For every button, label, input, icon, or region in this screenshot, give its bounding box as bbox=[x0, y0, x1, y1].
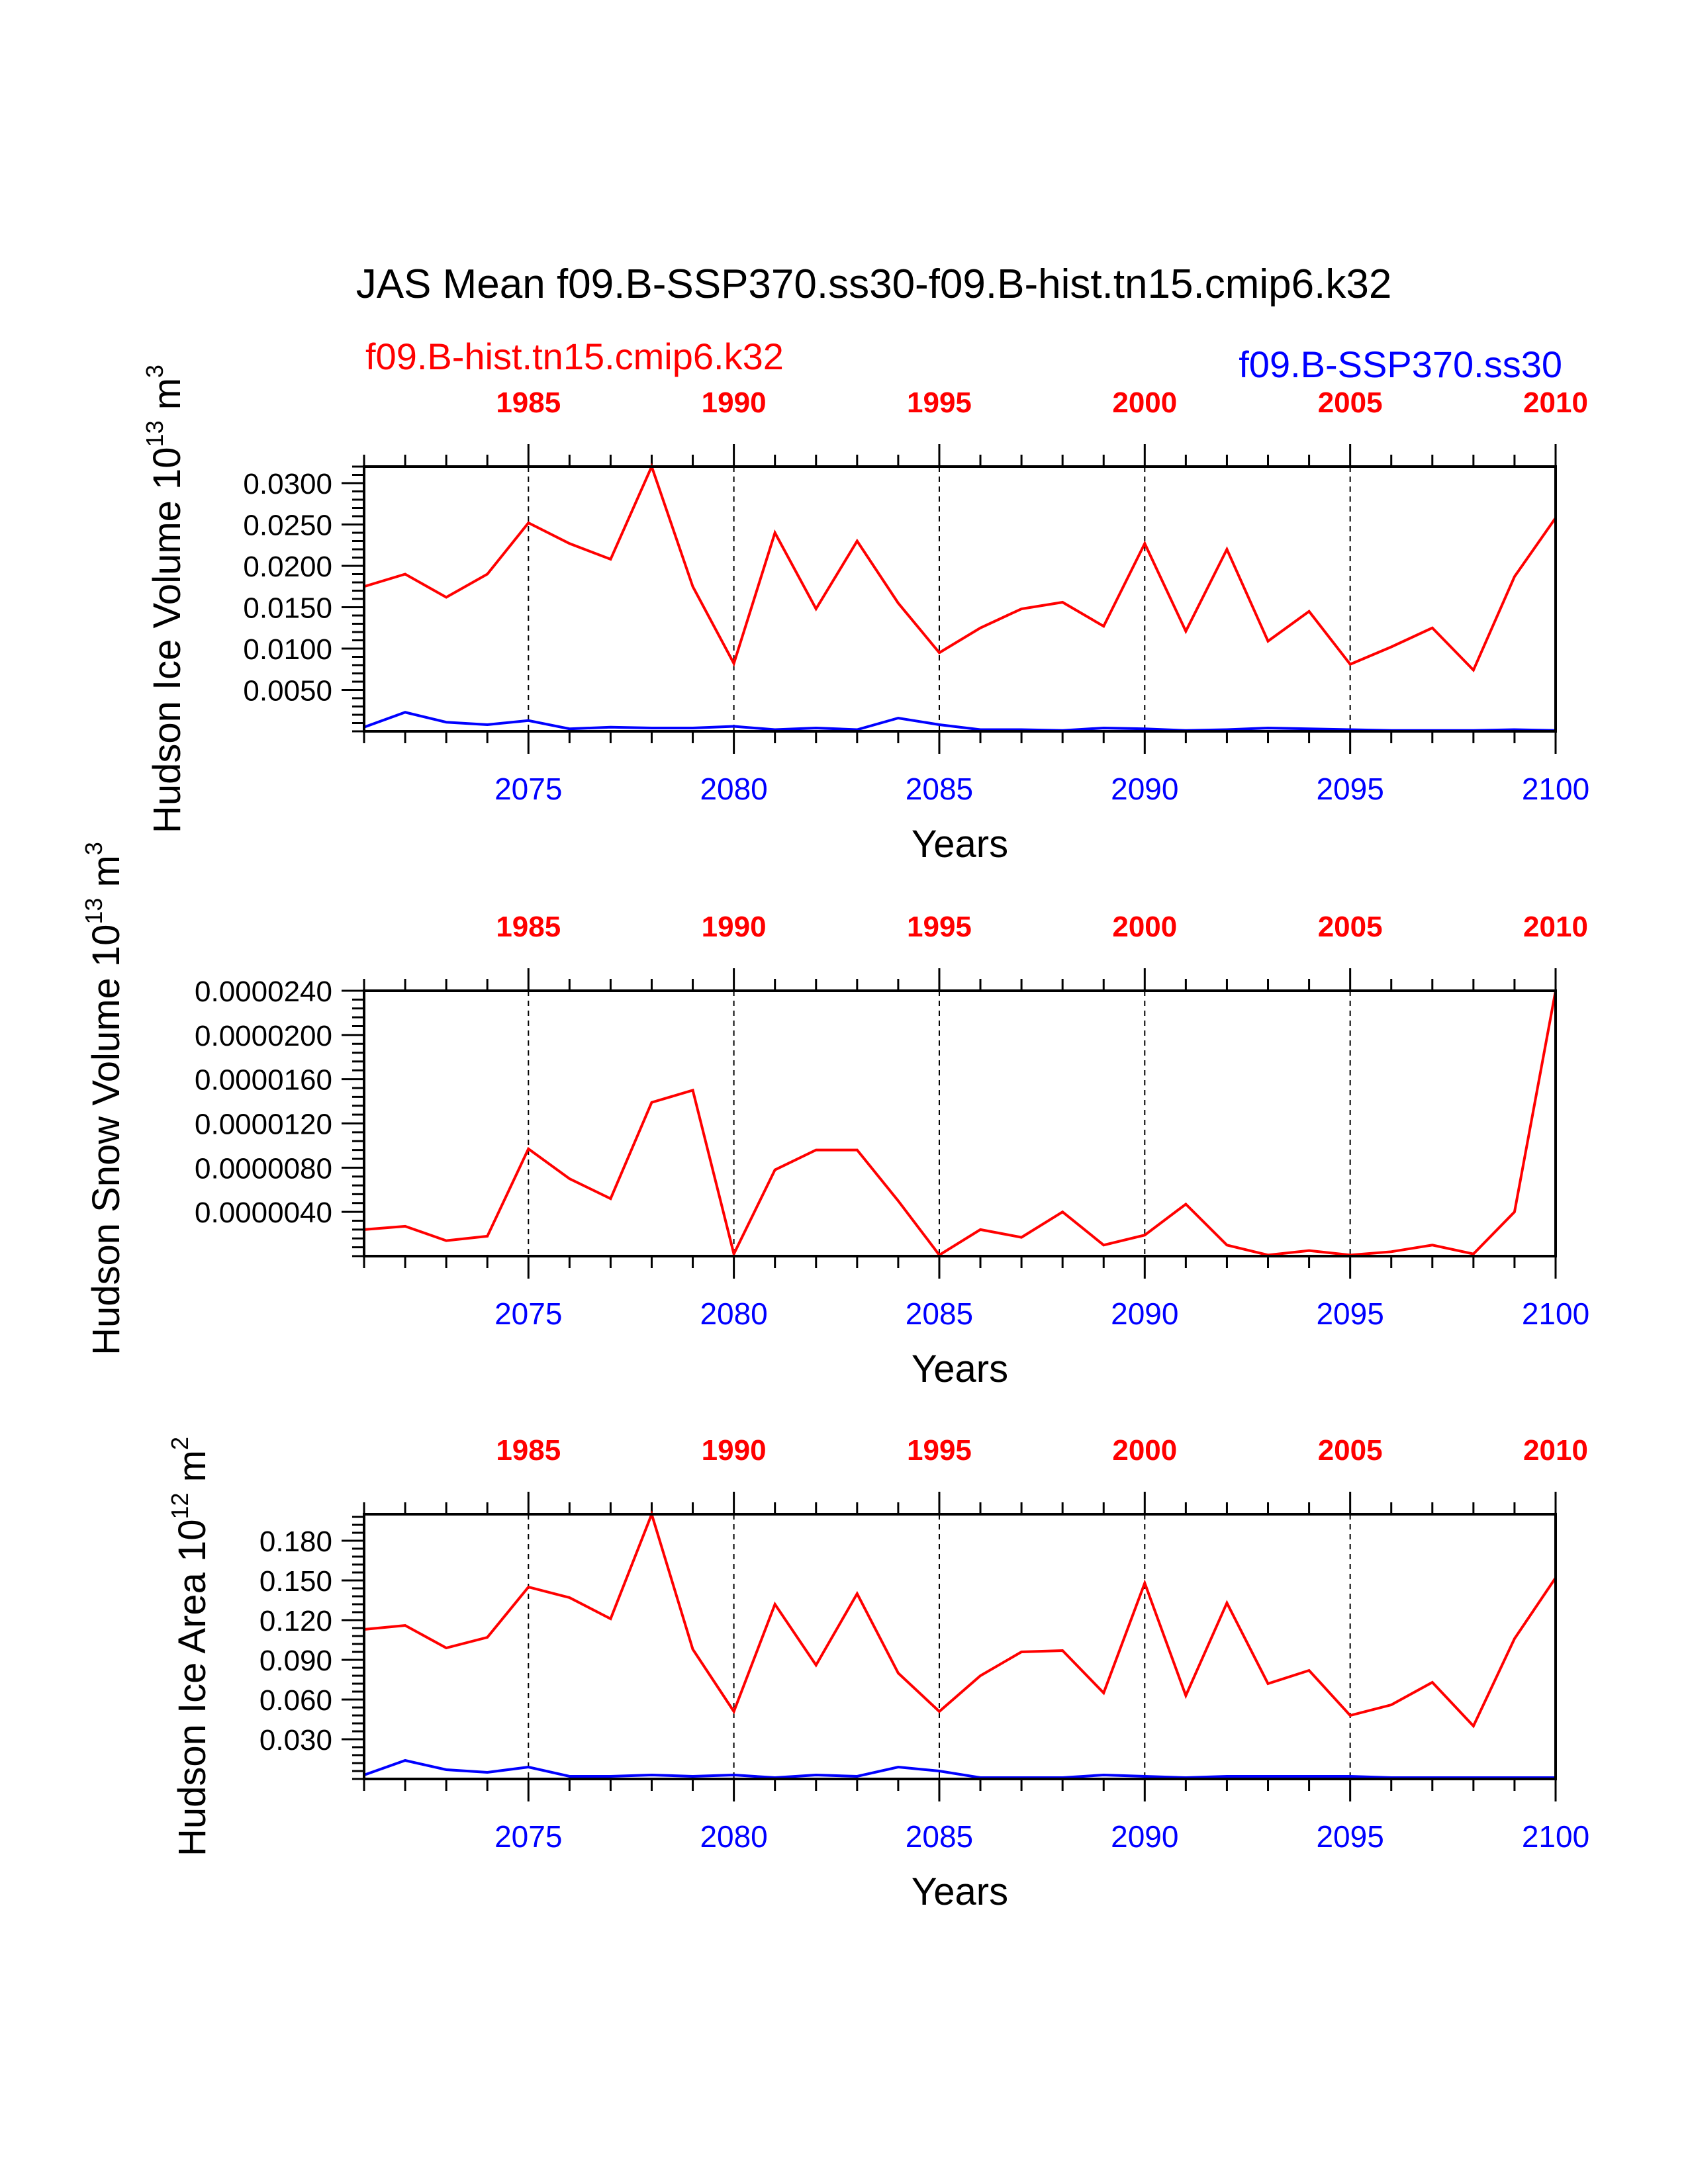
x-bottom-tick-label: 2080 bbox=[700, 1297, 767, 1331]
y-tick-label: 0.090 bbox=[259, 1645, 332, 1677]
x-axis-label: Years bbox=[912, 823, 1008, 866]
y-tick-label: 0.0300 bbox=[243, 468, 332, 500]
plot-frame bbox=[363, 1513, 1557, 1780]
x-top-tick-label: 1985 bbox=[496, 911, 561, 943]
y-axis-label: Hudson Ice Area 1012 m2 bbox=[166, 1437, 214, 1856]
x-bottom-tick-label: 2080 bbox=[700, 1819, 767, 1854]
y-axis-label: Hudson Ice Volume 1013 m3 bbox=[141, 365, 189, 833]
series-line-ssp bbox=[363, 711, 1556, 732]
x-top-tick-label: 1990 bbox=[702, 1434, 767, 1467]
y-tick-label: 0.180 bbox=[259, 1525, 332, 1558]
legend-ssp-label: f09.B-SSP370.ss30 bbox=[1239, 343, 1562, 385]
y-tick-label: 0.0000120 bbox=[195, 1109, 332, 1141]
panels-group: 2075 2080 2085 2090 2095 2100 1985 1990 1995 2000… bbox=[80, 365, 1589, 1913]
x-top-tick-label: 2000 bbox=[1112, 911, 1177, 943]
x-top-tick-label: 2010 bbox=[1523, 387, 1588, 419]
y-tick-label: 0.0050 bbox=[243, 675, 332, 707]
y-tick-label: 0.0200 bbox=[243, 551, 332, 583]
x-bottom-tick-label: 2100 bbox=[1522, 1297, 1589, 1331]
x-top-tick-label: 2010 bbox=[1523, 1434, 1588, 1467]
x-bottom-tick-label: 2090 bbox=[1111, 1297, 1178, 1331]
y-tick-label: 0.030 bbox=[259, 1724, 332, 1756]
y-tick-label: 0.0000040 bbox=[195, 1197, 332, 1229]
x-axis-label: Years bbox=[912, 1347, 1008, 1390]
x-top-tick-label: 2000 bbox=[1112, 387, 1177, 419]
x-bottom-tick-label: 2090 bbox=[1111, 772, 1178, 806]
x-bottom-tick-label: 2085 bbox=[906, 772, 973, 806]
x-top-tick-label: 1995 bbox=[907, 911, 972, 943]
x-bottom-tick-label: 2100 bbox=[1522, 772, 1589, 806]
plot-frame bbox=[363, 989, 1557, 1257]
series-line-hist bbox=[363, 1510, 1557, 1729]
x-top-tick-label: 2005 bbox=[1318, 1434, 1383, 1467]
series-line-hist bbox=[363, 463, 1557, 673]
y-tick-label: 0.0000200 bbox=[195, 1020, 332, 1052]
x-top-tick-label: 2005 bbox=[1318, 387, 1383, 419]
panel-1: 2075 2080 2085 2090 2095 2100 1985 1990 1995 2000… bbox=[141, 365, 1589, 866]
x-bottom-tick-label: 2090 bbox=[1111, 1819, 1178, 1854]
y-tick-label: 0.120 bbox=[259, 1605, 332, 1637]
x-top-tick-label: 1995 bbox=[907, 1434, 972, 1467]
x-top-tick-label: 2000 bbox=[1112, 1434, 1177, 1467]
y-tick-label: 0.0100 bbox=[243, 633, 332, 666]
x-bottom-tick-label: 2095 bbox=[1316, 1819, 1383, 1854]
x-bottom-tick-label: 2100 bbox=[1522, 1819, 1589, 1854]
y-tick-label: 0.0000080 bbox=[195, 1152, 332, 1185]
series-line-hist bbox=[363, 990, 1557, 1258]
x-top-tick-label: 1995 bbox=[907, 387, 972, 419]
x-bottom-tick-label: 2075 bbox=[494, 1819, 562, 1854]
y-tick-label: 0.0000160 bbox=[195, 1064, 332, 1097]
series-line-ssp bbox=[363, 1758, 1556, 1780]
y-tick-label: 0.150 bbox=[259, 1565, 332, 1598]
y-tick-label: 0.0250 bbox=[243, 510, 332, 542]
y-tick-label: 0.060 bbox=[259, 1684, 332, 1717]
x-bottom-tick-label: 2075 bbox=[494, 1297, 562, 1331]
x-bottom-tick-label: 2075 bbox=[494, 772, 562, 806]
figure-title: JAS Mean f09.B-SSP370.ss30-f09.B-hist.tn… bbox=[356, 261, 1392, 307]
panel-2: 2075 2080 2085 2090 2095 2100 1985 1990 1995 2000… bbox=[80, 842, 1589, 1390]
y-tick-label: 0.0150 bbox=[243, 592, 332, 625]
x-top-tick-label: 2005 bbox=[1318, 911, 1383, 943]
x-axis-label: Years bbox=[912, 1870, 1008, 1913]
x-bottom-tick-label: 2085 bbox=[906, 1819, 973, 1854]
panel-3: 2075 2080 2085 2090 2095 2100 1985 1990 1995 2000… bbox=[166, 1434, 1589, 1913]
plot-frame bbox=[363, 465, 1557, 733]
x-top-tick-label: 1985 bbox=[496, 1434, 561, 1467]
x-bottom-tick-label: 2085 bbox=[906, 1297, 973, 1331]
y-tick-label: 0.0000240 bbox=[195, 976, 332, 1008]
x-top-tick-label: 2010 bbox=[1523, 911, 1588, 943]
y-axis-label: Hudson Snow Volume 1013 m3 bbox=[80, 842, 128, 1355]
x-top-tick-label: 1990 bbox=[702, 387, 767, 419]
x-top-tick-label: 1990 bbox=[702, 911, 767, 943]
x-bottom-tick-label: 2080 bbox=[700, 772, 767, 806]
x-top-tick-label: 1985 bbox=[496, 387, 561, 419]
x-bottom-tick-label: 2095 bbox=[1316, 772, 1383, 806]
legend-hist-label: f09.B-hist.tn15.cmip6.k32 bbox=[365, 336, 784, 377]
x-bottom-tick-label: 2095 bbox=[1316, 1297, 1383, 1331]
